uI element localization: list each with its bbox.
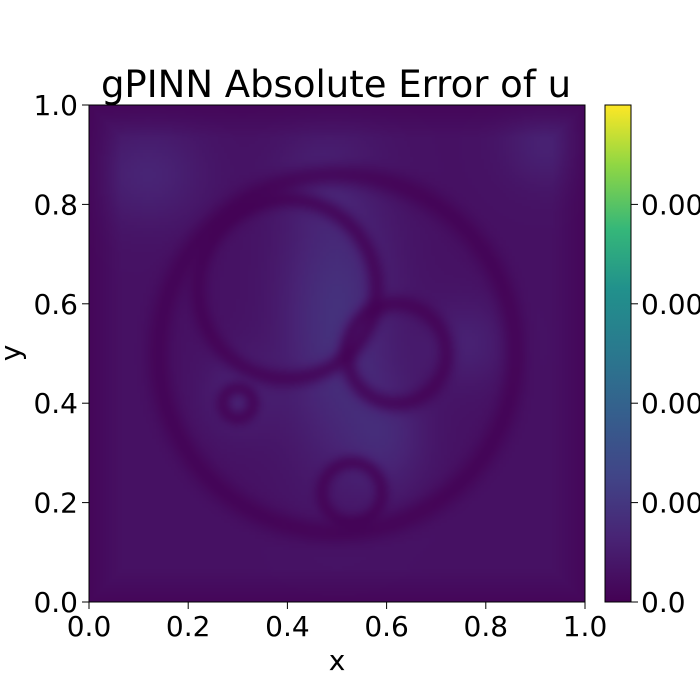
y-axis-label: y xyxy=(0,345,27,362)
colorbar-tick-label: 0.00 xyxy=(641,487,700,520)
y-tick-label: 0.6 xyxy=(33,288,78,321)
colorbar-tick-label: 0.00 xyxy=(641,387,700,420)
heatmap-plot-area xyxy=(89,105,585,602)
y-tick-label: 1.0 xyxy=(33,89,78,122)
plot-frame xyxy=(88,104,586,603)
y-tick-label: 0.4 xyxy=(33,387,78,420)
y-tick-label: 0.2 xyxy=(33,487,78,520)
x-axis: 0.0 0.2 0.4 0.6 0.8 1.0 xyxy=(67,602,608,643)
colorbar-ticks: 0.0 0.00 0.00 0.00 0.00 xyxy=(631,188,700,619)
x-tick-label: 0.2 xyxy=(166,610,211,643)
y-axis: 0.0 0.2 0.4 0.6 0.8 1.0 xyxy=(33,89,89,619)
colorbar-tick-label: 0.00 xyxy=(641,288,700,321)
x-tick-label: 1.0 xyxy=(563,610,608,643)
x-tick-label: 0.6 xyxy=(364,610,409,643)
chart-title: gPINN Absolute Error of u xyxy=(101,63,571,106)
x-axis-label: x xyxy=(329,644,346,677)
y-tick-label: 0.8 xyxy=(33,188,78,221)
x-tick-label: 0.0 xyxy=(67,610,112,643)
y-tick-label: 0.0 xyxy=(33,586,78,619)
x-tick-label: 0.4 xyxy=(265,610,310,643)
colorbar-tick-label: 0.0 xyxy=(641,586,686,619)
x-tick-label: 0.8 xyxy=(464,610,509,643)
colorbar xyxy=(604,104,632,603)
colorbar-tick-label: 0.00 xyxy=(641,188,700,221)
